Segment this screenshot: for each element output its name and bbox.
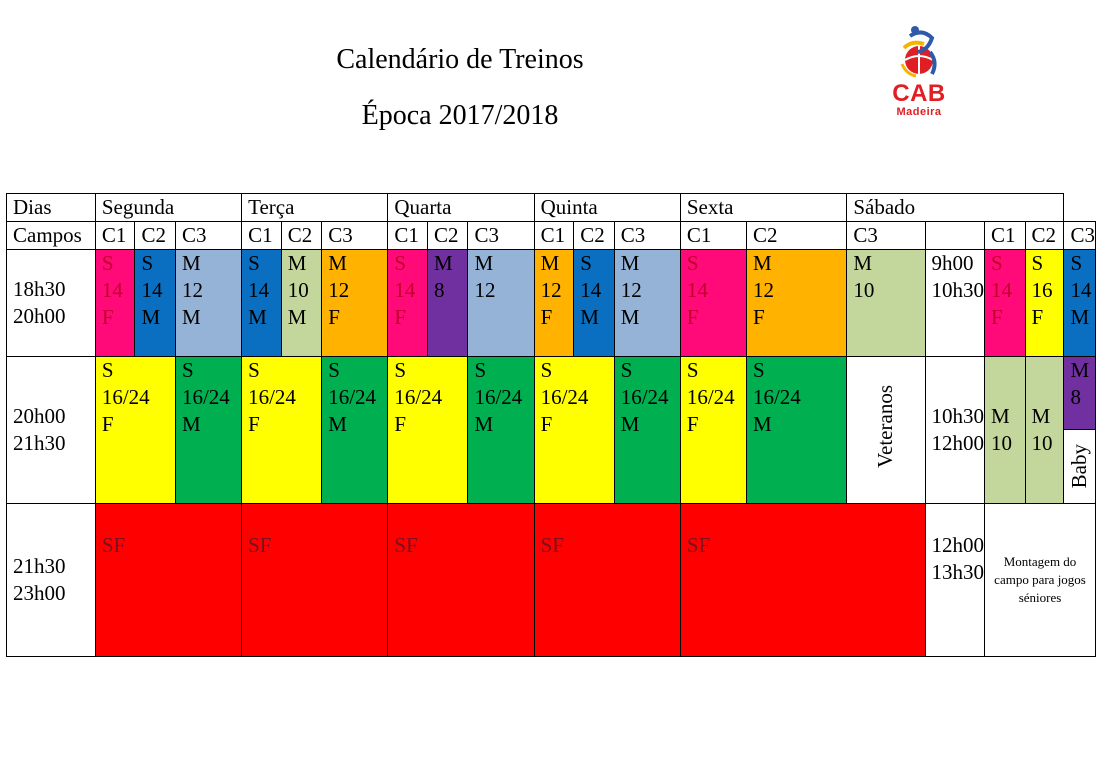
session-cell: M 10 M — [280, 249, 323, 357]
sf-cell: SF — [94, 503, 243, 657]
session-cell: S 16/24 F — [533, 356, 615, 504]
saturday-session-cell: S 14 M — [1063, 249, 1096, 357]
session-cell: M 12 F — [321, 249, 389, 357]
saturday-time-cell: 10h30 12h00 — [924, 356, 986, 504]
day-header: Quarta — [387, 193, 535, 222]
field-header: C2 — [134, 221, 176, 250]
day-header: Terça — [241, 193, 389, 222]
session-cell: M 10 — [846, 249, 926, 357]
session-cell: S 16/24 F — [94, 356, 176, 504]
field-header: C3 — [174, 221, 243, 250]
saturday-time-cell: 12h00 13h30 — [924, 503, 986, 657]
days-row: Dias Segunda Terça Quarta Quinta Sexta S… — [6, 193, 1096, 222]
session-cell: S 16/24 M — [467, 356, 535, 504]
day-header: Sexta — [679, 193, 848, 222]
session-cell: S 14 F — [387, 249, 428, 357]
session-cell: S 16/24 F — [387, 356, 469, 504]
schedule-table: Dias Segunda Terça Quarta Quinta Sexta S… — [6, 193, 1096, 657]
session-cell: S 14 M — [241, 249, 282, 357]
session-cell: S 16/24 M — [174, 356, 243, 504]
fields-row: Campos C1 C2 C3 C1 C2 C3 C1 C2 C3 C1 C2 … — [6, 221, 1096, 250]
slot-row-3: 21h30 23h00 SF SF SF SF SF 12h00 13h30 Mon… — [6, 503, 1096, 657]
field-header: C2 — [573, 221, 615, 250]
field-header: C3 — [846, 221, 926, 250]
time-cell: 18h30 20h00 — [6, 249, 96, 357]
session-cell: M 12 — [467, 249, 535, 357]
session-cell: S 14 F — [94, 249, 136, 357]
field-header: C2 — [1024, 221, 1065, 250]
slot-row-1: 18h30 20h00 S 14 F S 14 M M 12 M S 14 M M 10 M M 12 F… — [6, 249, 1096, 357]
day-header: Sábado — [846, 193, 1065, 222]
page-subtitle: Época 2017/2018 — [361, 100, 559, 131]
basketball-player-icon — [900, 26, 937, 78]
saturday-session-cell: M 10 — [984, 356, 1026, 504]
session-cell: S 14 M — [573, 249, 615, 357]
page-title: Calendário de Treinos — [336, 44, 584, 75]
field-header: C3 — [613, 221, 681, 250]
session-cell: S 16/24 M — [321, 356, 389, 504]
field-header: C1 — [679, 221, 747, 250]
day-header: Segunda — [94, 193, 243, 222]
time-cell: 20h00 21h30 — [6, 356, 96, 504]
session-cell: S 14 F — [679, 249, 747, 357]
session-cell: S 16/24 F — [679, 356, 747, 504]
field-header: C2 — [426, 221, 469, 250]
session-cell: M 12 M — [174, 249, 243, 357]
note-cell: Montagem do campo para jogos séniores — [984, 503, 1096, 657]
field-header: C1 — [241, 221, 282, 250]
session-cell: S 16/24 F — [241, 356, 323, 504]
field-header: C3 — [321, 221, 389, 250]
slot-row-2: 20h00 21h30 S 16/24 F S 16/24 M S 16/24 F S 16/2… — [6, 356, 1096, 504]
saturday-session-cell: M 10 — [1024, 356, 1065, 504]
logo-subtext: Madeira — [896, 106, 942, 118]
day-header: Quinta — [533, 193, 681, 222]
veteranos-cell: Veteranos — [846, 356, 926, 504]
field-header: C1 — [984, 221, 1026, 250]
saturday-time-cell: 9h00 10h30 — [924, 249, 986, 357]
field-header: C1 — [94, 221, 136, 250]
session-cell: S 16/24 M — [613, 356, 681, 504]
time-cell: 21h30 23h00 — [6, 503, 96, 657]
logo-text: CAB — [892, 80, 946, 107]
field-header: C1 — [387, 221, 428, 250]
sf-cell: SF — [679, 503, 926, 657]
session-cell: S 16/24 M — [745, 356, 848, 504]
empty-cell — [924, 221, 986, 250]
cab-logo: CAB Madeira — [882, 22, 956, 122]
baby-cell: Baby — [1067, 444, 1092, 489]
saturday-session-cell: S 16 F — [1024, 249, 1065, 357]
field-header: C3 — [467, 221, 535, 250]
session-cell: S 14 M — [134, 249, 176, 357]
field-header: C2 — [745, 221, 848, 250]
sf-cell: SF — [387, 503, 535, 657]
saturday-session-cell: S 14 F — [984, 249, 1026, 357]
session-cell: M 12 F — [745, 249, 848, 357]
field-header: C2 — [280, 221, 323, 250]
field-header: C3 — [1063, 221, 1096, 250]
sf-cell: SF — [241, 503, 389, 657]
days-label: Dias — [6, 193, 96, 222]
sf-cell: SF — [533, 503, 681, 657]
field-header: C1 — [533, 221, 575, 250]
session-cell: M 12 M — [613, 249, 681, 357]
session-cell: M 12 F — [533, 249, 575, 357]
fields-label: Campos — [6, 221, 96, 250]
